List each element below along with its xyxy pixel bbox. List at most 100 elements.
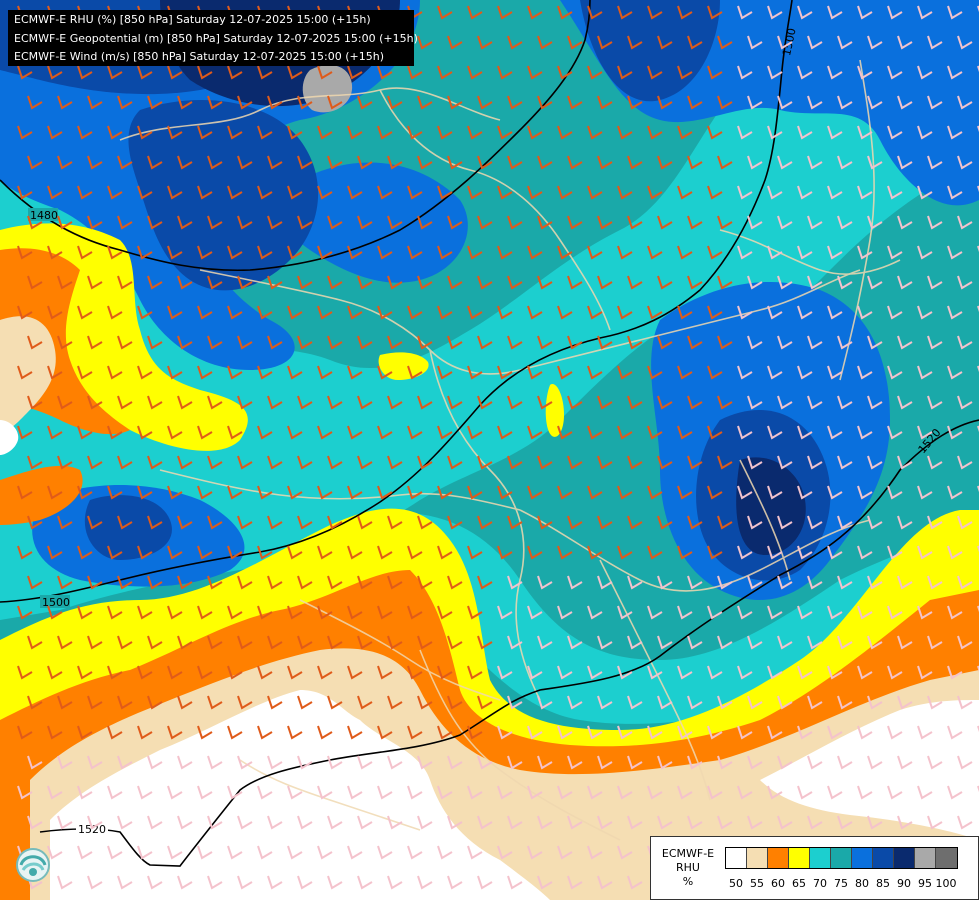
wind-barb <box>737 365 753 380</box>
wind-barb <box>327 335 343 350</box>
wind-barb <box>467 365 483 380</box>
wind-barb <box>197 65 213 80</box>
wind-barb <box>497 305 513 320</box>
wind-barb <box>777 575 793 590</box>
wind-barb <box>387 515 403 530</box>
wind-barb <box>167 245 183 260</box>
wind-barb <box>287 305 303 320</box>
rhu-70-band-north <box>0 0 979 620</box>
wind-barb <box>407 65 423 80</box>
wind-barb <box>527 425 543 440</box>
wind-barb <box>197 485 213 500</box>
wind-barb <box>827 485 843 500</box>
wind-barb <box>777 395 793 410</box>
wind-barb <box>797 185 813 200</box>
wind-barb <box>167 785 183 800</box>
wind-barb <box>887 365 903 380</box>
wind-barb <box>857 425 873 440</box>
wind-barb <box>777 95 793 110</box>
wind-barb <box>617 845 633 860</box>
wind-barb <box>267 575 283 590</box>
wind-barb <box>377 305 393 320</box>
wind-barb <box>407 845 423 860</box>
wind-barb <box>57 215 73 230</box>
wind-barb <box>107 845 123 860</box>
legend-tick-label: 100 <box>935 877 957 890</box>
wind-barb <box>207 275 223 290</box>
wind-barb <box>357 455 373 470</box>
wind-barb <box>527 305 543 320</box>
wind-barb <box>897 515 913 530</box>
wind-barb <box>297 635 313 650</box>
wind-barb <box>447 575 463 590</box>
wind-barb <box>287 725 303 740</box>
wind-barb <box>267 335 283 350</box>
wind-barb <box>227 125 243 140</box>
wind-barb <box>497 5 513 20</box>
wind-barb <box>107 185 123 200</box>
wind-barb <box>327 395 343 410</box>
wind-barb <box>527 545 543 560</box>
wind-barb <box>347 245 363 260</box>
legend-tick-label: 65 <box>792 877 806 890</box>
wind-barb <box>647 425 663 440</box>
wind-barb <box>707 425 723 440</box>
wind-barb <box>747 515 763 530</box>
wind-barb <box>527 785 543 800</box>
legend-tick-label: 85 <box>876 877 890 890</box>
wind-barb <box>167 485 183 500</box>
wind-barb <box>27 815 43 830</box>
wind-barb <box>287 845 303 860</box>
wind-barb <box>957 695 973 710</box>
wind-barb <box>867 515 883 530</box>
wind-barb <box>917 65 933 80</box>
wind-barb <box>947 365 963 380</box>
wind-barb <box>587 725 603 740</box>
wind-barb <box>227 245 243 260</box>
wind-barb <box>857 725 873 740</box>
wind-barb <box>267 695 283 710</box>
wind-barb <box>437 125 453 140</box>
wind-barb <box>947 605 963 620</box>
wind-barb <box>17 365 33 380</box>
wind-barb <box>107 725 123 740</box>
wind-barb <box>297 95 313 110</box>
wind-barb <box>347 125 363 140</box>
wind-barb <box>767 485 783 500</box>
wind-barb <box>447 275 463 290</box>
wind-barb <box>137 425 153 440</box>
wind-barb <box>17 785 33 800</box>
wind-barb <box>287 245 303 260</box>
wind-barb <box>927 335 943 350</box>
wind-barb <box>717 35 733 50</box>
wind-barb <box>807 635 823 650</box>
wind-barb <box>317 185 333 200</box>
wind-barb <box>617 185 633 200</box>
wind-barb <box>537 815 553 830</box>
wind-barb <box>957 215 973 230</box>
wind-barb <box>467 725 483 740</box>
wind-barb <box>947 125 963 140</box>
wind-barb <box>557 65 573 80</box>
legend-title: ECMWF-E RHU % <box>655 847 721 889</box>
wind-barb <box>447 695 463 710</box>
wind-barb <box>837 95 853 110</box>
wind-barb <box>837 755 853 770</box>
wind-barb <box>177 755 193 770</box>
wind-barb <box>777 515 793 530</box>
wind-barb <box>527 365 543 380</box>
wind-barb <box>197 725 213 740</box>
wind-barb <box>437 605 453 620</box>
wind-barb <box>597 695 613 710</box>
wind-barb <box>657 395 673 410</box>
wind-barb <box>887 785 903 800</box>
wind-barb <box>447 755 463 770</box>
wind-barb <box>557 605 573 620</box>
wind-barb <box>267 95 283 110</box>
wind-barb <box>407 365 423 380</box>
wind-barb <box>627 815 643 830</box>
wind-barb <box>867 695 883 710</box>
wind-barb <box>717 95 733 110</box>
wind-barb <box>537 335 553 350</box>
wind-barb <box>567 395 583 410</box>
